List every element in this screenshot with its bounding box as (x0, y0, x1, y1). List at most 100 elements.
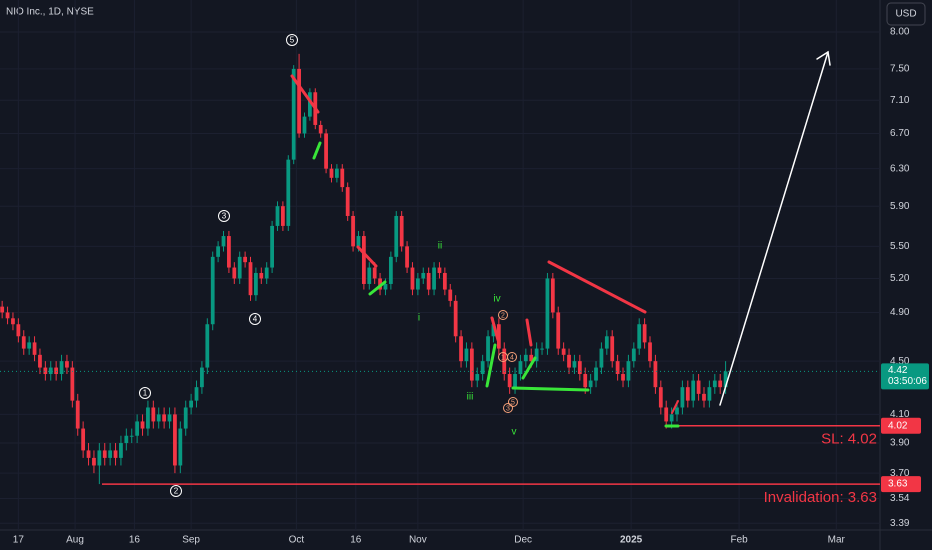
trend-line (312, 141, 322, 160)
level-tag (881, 417, 921, 434)
wave-label: 5 (290, 36, 295, 45)
candle-body (146, 407, 150, 429)
wave-label: 4 (253, 315, 258, 324)
x-tick-label: 17 (13, 535, 25, 546)
candle-body (464, 348, 469, 362)
subwave-label: iii (467, 392, 474, 403)
candle-body (345, 187, 350, 216)
x-tick-label: Feb (730, 535, 748, 546)
candle-body (248, 262, 253, 296)
minor-circle (508, 397, 518, 407)
candle-body (631, 348, 636, 362)
candle-body (86, 450, 91, 458)
y-tick-label: 6.30 (890, 163, 910, 174)
candle-body (394, 215, 399, 257)
candle-body (135, 421, 140, 436)
candle-body (286, 159, 291, 226)
candle-body (469, 348, 474, 381)
candle-body (183, 407, 188, 429)
candle-body (254, 272, 258, 296)
candle-body (642, 324, 647, 343)
candle-body (167, 414, 172, 422)
chart-title: NIO Inc., 1D, NYSE (6, 7, 94, 18)
subwave-label: i (418, 313, 420, 324)
y-tick-label: 3.70 (890, 468, 910, 479)
candle-body (351, 215, 355, 247)
candle-body (140, 421, 145, 429)
subwave-label: iv (493, 294, 500, 305)
x-tick-label: Oct (289, 535, 305, 546)
wave-label: 1 (143, 389, 148, 398)
candle-body (702, 393, 706, 401)
candle-body (205, 324, 210, 368)
countdown-label: 03:50:06 (888, 376, 927, 387)
candle-body (264, 267, 269, 279)
candle-body (664, 407, 669, 422)
candle-body (604, 336, 609, 349)
candle-body (680, 387, 685, 408)
candle-body (475, 374, 480, 381)
candle-body (318, 124, 323, 134)
y-tick-label: 6.70 (890, 128, 910, 139)
candle-body (529, 354, 534, 362)
candle-body (567, 354, 571, 368)
candle-body (173, 414, 177, 466)
subwave-label: v (512, 427, 517, 438)
candle-body (669, 414, 674, 422)
minor-label: 3 (506, 405, 510, 412)
projection-arrow (719, 51, 829, 406)
wave-circle (218, 210, 230, 222)
candle-body (75, 400, 80, 429)
x-tick-label: 16 (129, 535, 141, 546)
candle-body (599, 348, 604, 368)
y-tick-label: 4.50 (890, 356, 910, 367)
x-tick-label: Nov (409, 535, 427, 546)
trend-line (490, 316, 500, 342)
minor-circle (503, 403, 513, 413)
candle-body (334, 168, 339, 178)
minor-circle (498, 310, 508, 320)
candle-body (658, 387, 663, 408)
currency-button[interactable] (886, 2, 926, 26)
last-price-tag (881, 363, 929, 390)
level-label: SL: 4.02 (821, 431, 877, 448)
candle-body (308, 92, 312, 117)
candle-body (129, 435, 134, 437)
candle-body (610, 336, 615, 362)
trend-line (368, 280, 387, 296)
x-tick-label: Aug (66, 535, 84, 546)
y-tick-label: 4.10 (890, 409, 910, 420)
candle-body (124, 435, 129, 444)
candle-body (513, 374, 517, 388)
level-label: Invalidation: 3.63 (764, 489, 877, 506)
candle-body (486, 336, 490, 362)
candle-body (577, 361, 582, 375)
candle-body (81, 428, 86, 451)
x-tick-label: 2025 (620, 535, 643, 546)
candle-body (216, 246, 220, 257)
candle-body (232, 267, 237, 279)
trend-line (547, 260, 647, 314)
candle-body (615, 361, 620, 375)
minor-label: 1 (501, 354, 505, 361)
candle-body (92, 457, 96, 466)
y-tick-label: 5.20 (890, 273, 910, 284)
y-tick-label: 7.10 (890, 95, 910, 106)
x-tick-label: Dec (514, 535, 532, 546)
level-tag (881, 476, 921, 493)
candle-body (210, 256, 215, 325)
candle-body (675, 407, 679, 415)
currency-label[interactable]: USD (895, 9, 916, 20)
candle-body (594, 367, 598, 381)
candle-body (388, 256, 393, 284)
candle-body (583, 374, 588, 388)
candle-body (432, 267, 436, 290)
candle-body (518, 361, 523, 375)
candle-body (302, 116, 307, 134)
level-tag-label: 4.02 (888, 420, 908, 431)
candle-body (200, 367, 204, 388)
candle-body (119, 443, 123, 458)
candle-body (227, 236, 231, 268)
